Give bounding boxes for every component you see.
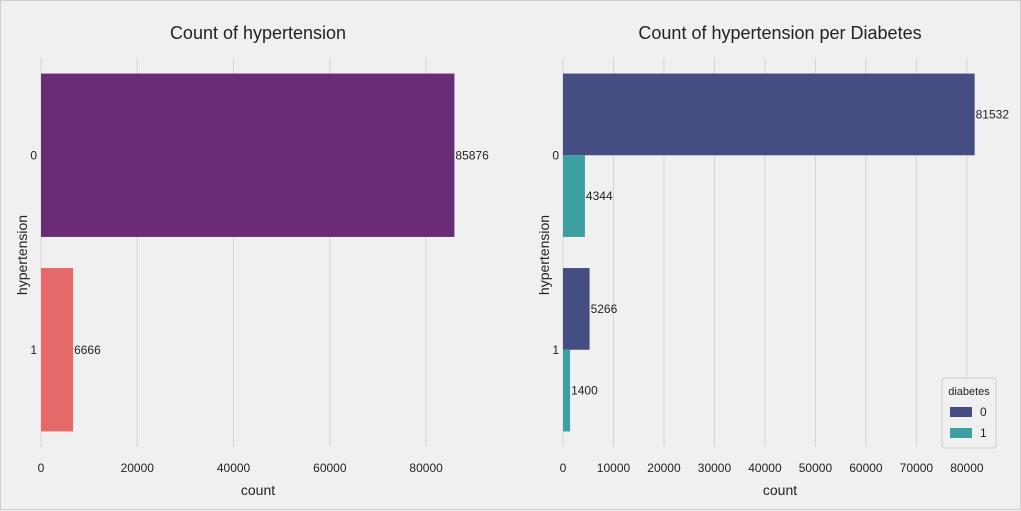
- bars: [563, 73, 975, 432]
- y-axis-label: hypertension: [536, 215, 552, 295]
- x-tick-label: 40000: [217, 461, 251, 475]
- y-tick-labels: 01: [30, 148, 37, 357]
- bars: [41, 73, 455, 432]
- x-tick-label: 60000: [313, 461, 347, 475]
- legend-label: 1: [980, 426, 987, 440]
- x-tick-label: 70000: [900, 461, 934, 475]
- bar-0-diabetes-1: [563, 155, 585, 237]
- data-label: 1400: [571, 384, 598, 398]
- x-tick-label: 20000: [121, 461, 155, 475]
- data-label: 81532: [976, 107, 1010, 121]
- y-tick-label: 0: [552, 148, 559, 162]
- x-tick-label: 60000: [849, 461, 883, 475]
- bar-1-diabetes-0: [563, 268, 590, 350]
- data-labels: 81532 4344 5266 1400: [571, 107, 1009, 397]
- x-tick-label: 0: [560, 461, 567, 475]
- chart-hypertension-per-diabetes: Count of hypertension per Diabetes 81532…: [536, 23, 1009, 498]
- y-tick-label: 0: [30, 148, 37, 162]
- x-tick-label: 20000: [647, 461, 681, 475]
- data-label: 5266: [591, 302, 618, 316]
- chart-title: Count of hypertension: [170, 23, 346, 43]
- x-tick-labels: 0 20000 40000 60000 80000: [38, 461, 443, 475]
- bar-0: [41, 73, 455, 237]
- x-axis-label: count: [763, 482, 797, 498]
- legend-swatch: [950, 407, 972, 417]
- legend: diabetes 01: [941, 377, 997, 449]
- bar-0-diabetes-0: [563, 73, 975, 156]
- data-label: 4344: [586, 189, 613, 203]
- legend-items: 01: [950, 405, 987, 440]
- x-tick-label: 50000: [799, 461, 833, 475]
- data-label: 85876: [455, 148, 489, 162]
- y-tick-label: 1: [30, 343, 37, 357]
- x-tick-label: 30000: [698, 461, 732, 475]
- bar-1-diabetes-1: [563, 349, 571, 432]
- data-labels: 85876 6666: [74, 148, 489, 357]
- data-label: 6666: [74, 343, 101, 357]
- x-tick-label: 0: [38, 461, 45, 475]
- x-tick-label: 80000: [409, 461, 443, 475]
- bar-1: [41, 268, 74, 432]
- legend-title: diabetes: [948, 386, 990, 398]
- x-tick-label: 40000: [748, 461, 782, 475]
- x-tick-label: 10000: [597, 461, 631, 475]
- x-axis-label: count: [241, 482, 275, 498]
- x-tick-label: 80000: [950, 461, 984, 475]
- x-tick-labels: 0 10000 20000 30000 40000 50000 60000 70000 8000…: [560, 461, 984, 475]
- legend-label: 0: [980, 405, 987, 419]
- y-tick-labels: 01: [552, 148, 559, 357]
- y-tick-label: 1: [552, 343, 559, 357]
- y-axis-label: hypertension: [14, 215, 30, 295]
- chart-title: Count of hypertension per Diabetes: [638, 23, 921, 43]
- legend-swatch: [950, 428, 972, 438]
